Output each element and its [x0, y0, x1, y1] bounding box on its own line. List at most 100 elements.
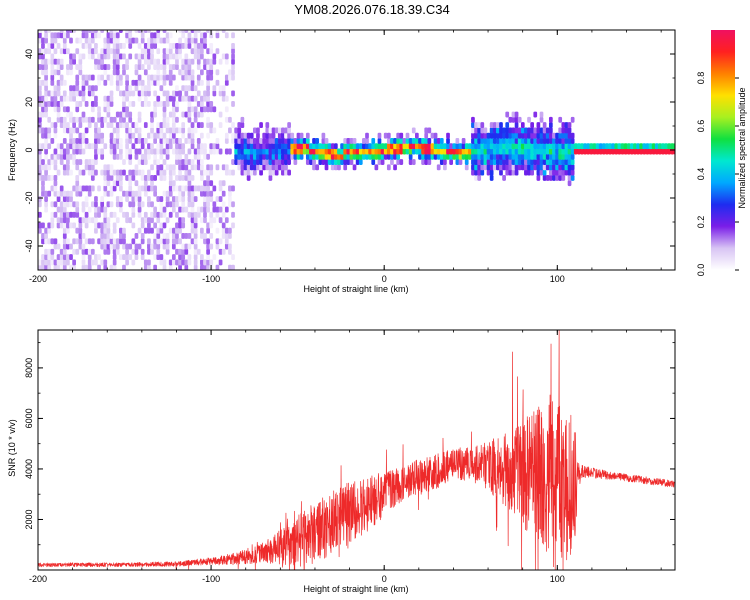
spectrogram-cell	[433, 153, 438, 160]
spectrogram-cell	[181, 159, 186, 165]
spectrogram-cell	[209, 74, 214, 81]
spectrogram-cell	[670, 143, 675, 150]
spectrogram-cell	[143, 90, 148, 97]
spectrogram-cell	[206, 106, 210, 113]
spectrogram-cell	[122, 101, 126, 107]
spectrogram-cell	[56, 264, 61, 270]
spectrogram-cell	[44, 254, 48, 261]
spectrogram-cell	[190, 159, 195, 165]
spectrogram-cell	[514, 111, 519, 118]
spectrogram-cell	[72, 116, 76, 123]
spectrogram-cell	[119, 74, 123, 81]
spectrogram-cell	[50, 42, 55, 49]
spectrogram-cell	[439, 138, 444, 144]
spectrogram-cell	[517, 159, 522, 165]
spectrogram-cell	[168, 169, 173, 176]
spectrogram-cell	[137, 111, 142, 118]
spectrogram-cell	[66, 254, 70, 261]
spectrogram-cell	[125, 211, 129, 218]
spectrogram-cell	[527, 159, 531, 165]
spectrogram-cell	[66, 169, 70, 176]
spectrogram-cell	[203, 148, 207, 155]
spectrogram-cell	[159, 222, 164, 229]
spectrogram-cell	[524, 159, 528, 165]
spectrogram-cell	[209, 122, 214, 129]
spectrogram-cell	[119, 206, 123, 213]
spectrogram-cell	[50, 248, 55, 255]
spectrogram-cell	[175, 143, 179, 150]
spectrogram-cell	[237, 143, 242, 150]
spectrogram-cell	[134, 180, 139, 187]
spectrogram-cell	[524, 169, 528, 176]
spectrogram-cell	[246, 143, 251, 150]
spectrogram-cell	[159, 37, 164, 44]
spectrogram-cell	[165, 74, 170, 81]
spectrogram-cell	[520, 159, 525, 165]
spectrogram-cell	[427, 127, 432, 134]
spectrogram-cell	[349, 148, 354, 155]
spectrogram-cell	[327, 159, 332, 165]
spectrogram-cell	[492, 148, 497, 155]
spectrogram-cell	[399, 159, 404, 165]
spectrogram-cell	[72, 264, 76, 270]
spectrogram-cell	[524, 153, 528, 160]
spectrogram-cell	[131, 259, 136, 266]
spectrogram-cell	[293, 138, 298, 144]
spectrogram-cell	[100, 243, 105, 250]
spectrogram-cell	[209, 190, 214, 197]
spectrogram-cell	[505, 164, 510, 171]
spectrogram-cell	[94, 222, 98, 229]
spectrogram-cell	[371, 143, 376, 150]
spectrogram-cell	[268, 138, 273, 144]
spectrogram-cell	[112, 42, 117, 49]
spectrogram-cell	[44, 248, 48, 255]
spectrogram-cell	[200, 259, 204, 266]
spectrogram-cell	[552, 174, 556, 181]
spectrogram-cell	[41, 159, 45, 165]
spectrogram-cell	[106, 122, 111, 129]
spectrogram-cell	[103, 69, 108, 76]
spectrogram-cell	[50, 90, 55, 97]
spectrogram-cell	[153, 174, 157, 181]
spectrogram-cell	[505, 153, 510, 160]
spectrogram-cell	[514, 164, 519, 171]
spectrogram-cell	[455, 148, 460, 155]
spectrogram-cell	[206, 174, 210, 181]
spectrogram-cell	[97, 74, 101, 81]
spectrogram-cell	[190, 211, 195, 218]
spectrogram-cell	[449, 159, 453, 165]
spectrogram-cell	[44, 74, 48, 81]
spectrogram-cell	[496, 148, 500, 155]
spectrogram-cell	[474, 174, 478, 181]
spectrogram-cell	[352, 164, 357, 171]
spectrogram-cell	[302, 148, 307, 155]
spectrogram-cell	[218, 217, 223, 224]
spectrogram-cell	[75, 101, 80, 107]
spectrogram-cell	[218, 196, 223, 202]
spectrogram-cell	[492, 132, 497, 139]
spectrogram-cell	[50, 37, 55, 44]
spectrogram-cell	[44, 106, 48, 113]
spectrogram-cell	[156, 132, 161, 139]
spectrogram-cell	[44, 143, 48, 150]
spectrogram-cell	[231, 90, 235, 97]
spectrogram-cell	[41, 190, 45, 197]
spectrogram-cell	[140, 101, 145, 107]
spectrogram-cell	[193, 254, 198, 261]
spectrogram-cell	[106, 74, 111, 81]
spectrogram-cell	[44, 79, 48, 86]
spectrogram-cell	[564, 127, 569, 134]
spectrogram-cell	[200, 42, 204, 49]
spectrogram-cell	[252, 138, 257, 144]
spectrogram-cell	[268, 148, 273, 155]
spectrogram-cell	[520, 148, 525, 155]
spectrogram-cell	[221, 53, 226, 60]
spectrogram-cell	[193, 217, 198, 224]
spectrogram-cell	[62, 148, 67, 155]
spectrogram-cell	[234, 127, 239, 134]
spectrogram-cell	[548, 116, 553, 123]
spectrogram-cell	[215, 138, 220, 144]
spectrogram-cell	[215, 264, 220, 270]
spectrogram-cell	[206, 264, 210, 270]
spectrogram-cell	[159, 127, 164, 134]
